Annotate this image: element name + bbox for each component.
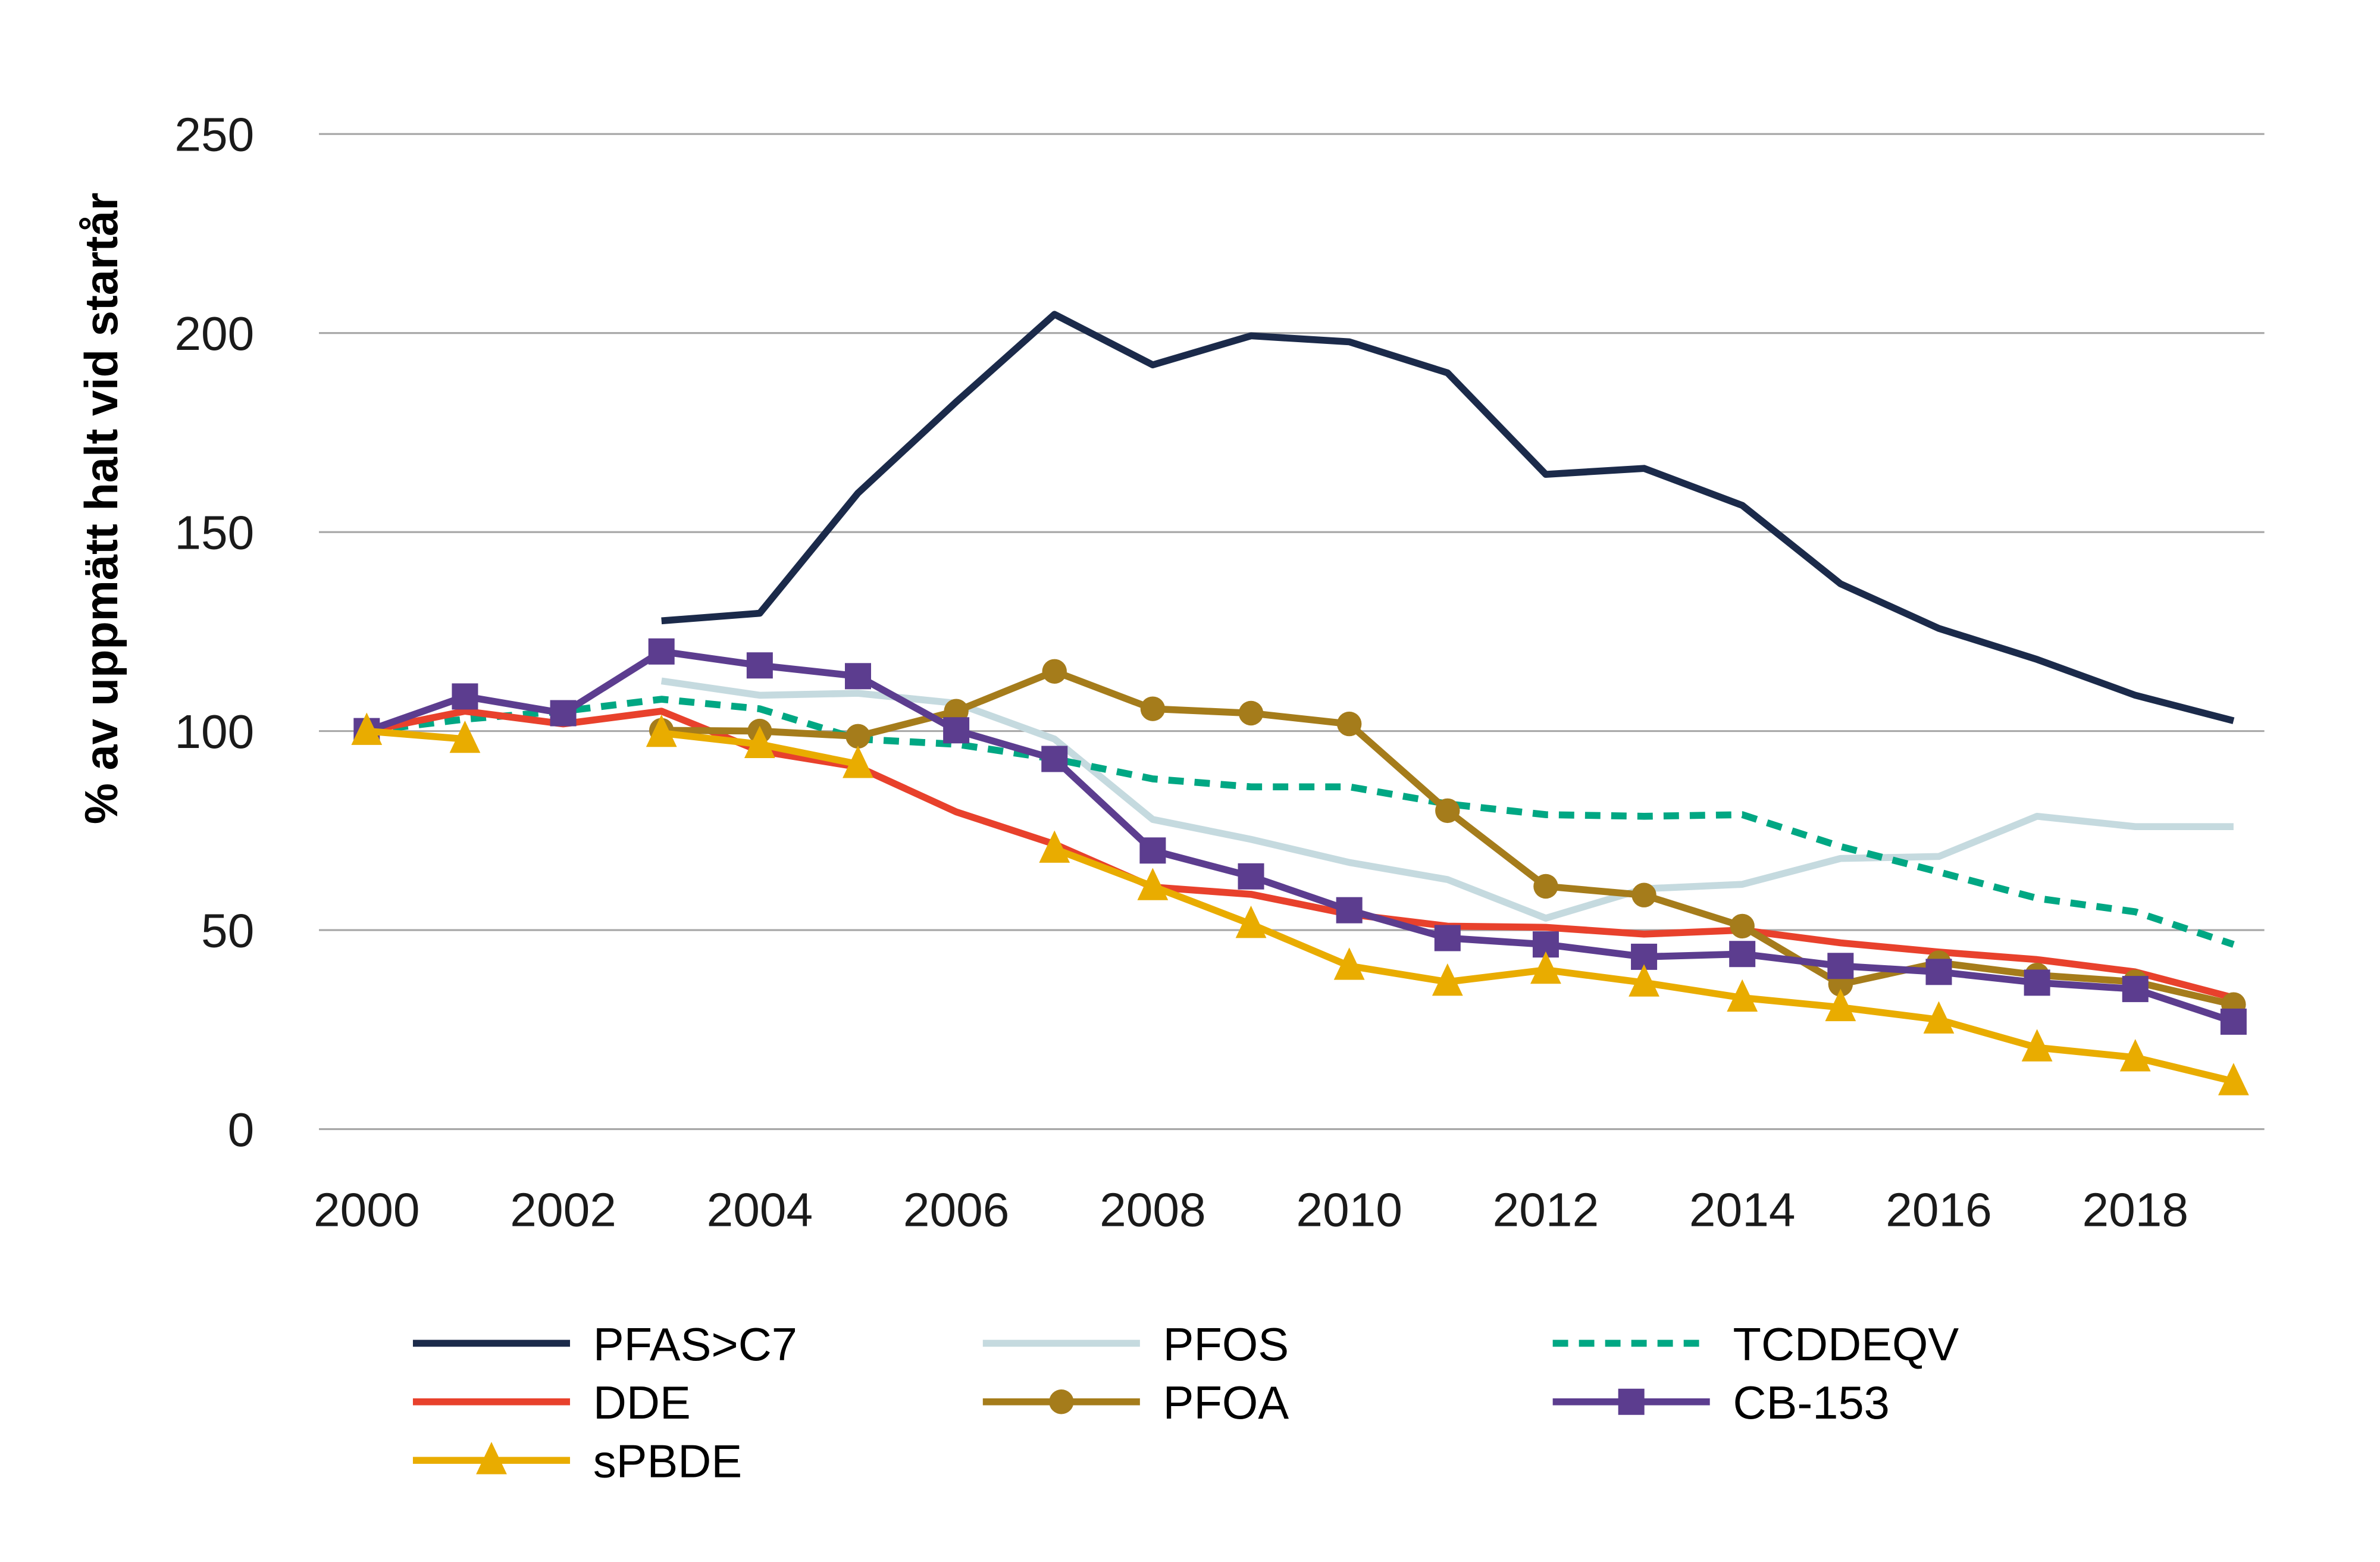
legend-item: PFOA	[982, 1378, 1289, 1429]
series-line	[365, 648, 2235, 1025]
square-marker	[1139, 837, 1166, 864]
y-tick-label: 150	[174, 506, 254, 560]
series-line	[661, 311, 2235, 724]
triangle-marker	[843, 746, 873, 778]
circle-marker	[1336, 711, 1362, 737]
legend-item: sPBDE	[412, 1436, 742, 1488]
triangle-marker	[2021, 1029, 2053, 1062]
series-cb-153	[353, 638, 2247, 1035]
square-marker	[844, 663, 871, 690]
triangle-marker	[1432, 963, 1463, 996]
circle-marker	[1730, 913, 1755, 939]
y-tick-label: 200	[174, 307, 254, 361]
square-marker	[1041, 746, 1068, 772]
legend-item: PFAS>C7	[412, 1319, 797, 1370]
x-tick-label: 2010	[1296, 1184, 1402, 1237]
legend-label: sPBDE	[593, 1436, 742, 1488]
circle-marker	[1238, 700, 1264, 726]
legend-label: TCDDEQV	[1733, 1319, 1959, 1370]
circle-marker	[1435, 798, 1460, 824]
series-line	[660, 677, 2234, 922]
triangle-marker	[1727, 979, 1758, 1012]
series-pfas-c7	[661, 311, 2235, 724]
series-line	[366, 696, 2235, 948]
triangle-marker	[1825, 988, 1856, 1022]
square-marker	[1925, 959, 1952, 985]
y-tick-label: 0	[228, 1103, 255, 1157]
triangle-marker	[2119, 1039, 2151, 1072]
x-tick-label: 2002	[510, 1184, 616, 1237]
legend-label: CB-153	[1733, 1378, 1890, 1429]
square-marker	[550, 700, 577, 727]
triangle-marker	[476, 1442, 507, 1475]
y-tick-labels: 0 50 100 150 200 250	[174, 108, 254, 1157]
legend-label: PFOS	[1163, 1319, 1289, 1370]
x-tick-labels: 2000 2002 2004 2006 2008 2010 2012 2014 2016 2018	[314, 1184, 2188, 1237]
legend-label: PFOA	[1163, 1378, 1289, 1429]
y-tick-label: 250	[174, 108, 254, 162]
circle-marker	[845, 724, 870, 749]
square-marker	[1729, 941, 1756, 968]
triangle-marker	[1333, 947, 1365, 980]
triangle-marker	[2218, 1063, 2249, 1095]
square-marker	[943, 717, 970, 744]
square-marker	[1238, 863, 1264, 890]
circle-marker	[1631, 882, 1656, 907]
x-tick-label: 2008	[1100, 1184, 1206, 1237]
triangle-marker	[646, 714, 677, 747]
triangle-marker	[1235, 905, 1267, 938]
y-tick-label: 50	[201, 904, 254, 958]
triangle-marker	[1137, 868, 1169, 900]
circle-marker	[1533, 874, 1558, 899]
square-marker	[2220, 1008, 2247, 1035]
series-pfoa	[649, 659, 2246, 1017]
legend-label: PFAS>C7	[593, 1319, 797, 1370]
series-spbde	[351, 712, 2249, 1095]
square-marker	[2122, 976, 2149, 1003]
square-marker	[746, 652, 773, 679]
square-marker	[2024, 969, 2050, 996]
circle-marker	[1049, 1389, 1074, 1414]
series-lines	[351, 311, 2249, 1095]
series-dde	[366, 708, 2235, 1001]
x-tick-label: 2006	[903, 1184, 1010, 1237]
legend-item: DDE	[412, 1378, 691, 1429]
square-marker	[1336, 897, 1363, 924]
circle-marker	[1042, 659, 1067, 684]
square-marker	[1827, 953, 1854, 979]
legend-item: TCDDEQV	[1552, 1319, 1959, 1370]
square-marker	[452, 683, 478, 710]
legend-item: PFOS	[982, 1319, 1289, 1370]
square-marker	[648, 638, 675, 665]
series-tcddeqv	[366, 696, 2235, 948]
triangle-marker	[744, 725, 775, 758]
square-marker	[1618, 1388, 1645, 1415]
series-line	[366, 708, 2235, 1001]
x-tick-label: 2014	[1689, 1184, 1796, 1237]
legend-item: CB-153	[1552, 1378, 1890, 1429]
square-marker	[1434, 925, 1461, 951]
x-tick-label: 2018	[2082, 1184, 2188, 1237]
triangle-marker	[1039, 830, 1070, 863]
triangle-marker	[1530, 951, 1561, 984]
x-tick-label: 2004	[707, 1184, 813, 1237]
triangle-marker	[1923, 1001, 1955, 1034]
triangle-marker	[351, 712, 383, 745]
triangle-marker	[1629, 964, 1659, 997]
legend: PFAS>C7 PFOS TCDDEQV DDE PFOA CB-153 sPBDE	[412, 1319, 1959, 1488]
gridlines	[319, 133, 2265, 1131]
legend-label: DDE	[593, 1378, 691, 1429]
circle-marker	[1140, 696, 1166, 721]
series-line	[366, 727, 465, 743]
x-tick-label: 2012	[1493, 1184, 1599, 1237]
triangle-marker	[449, 720, 481, 753]
x-tick-label: 2016	[1886, 1184, 1992, 1237]
series-pfos	[660, 677, 2234, 922]
y-axis-label: % av uppmätt halt vid startår	[76, 193, 127, 825]
x-tick-label: 2000	[314, 1184, 420, 1237]
y-tick-label: 100	[174, 705, 254, 759]
